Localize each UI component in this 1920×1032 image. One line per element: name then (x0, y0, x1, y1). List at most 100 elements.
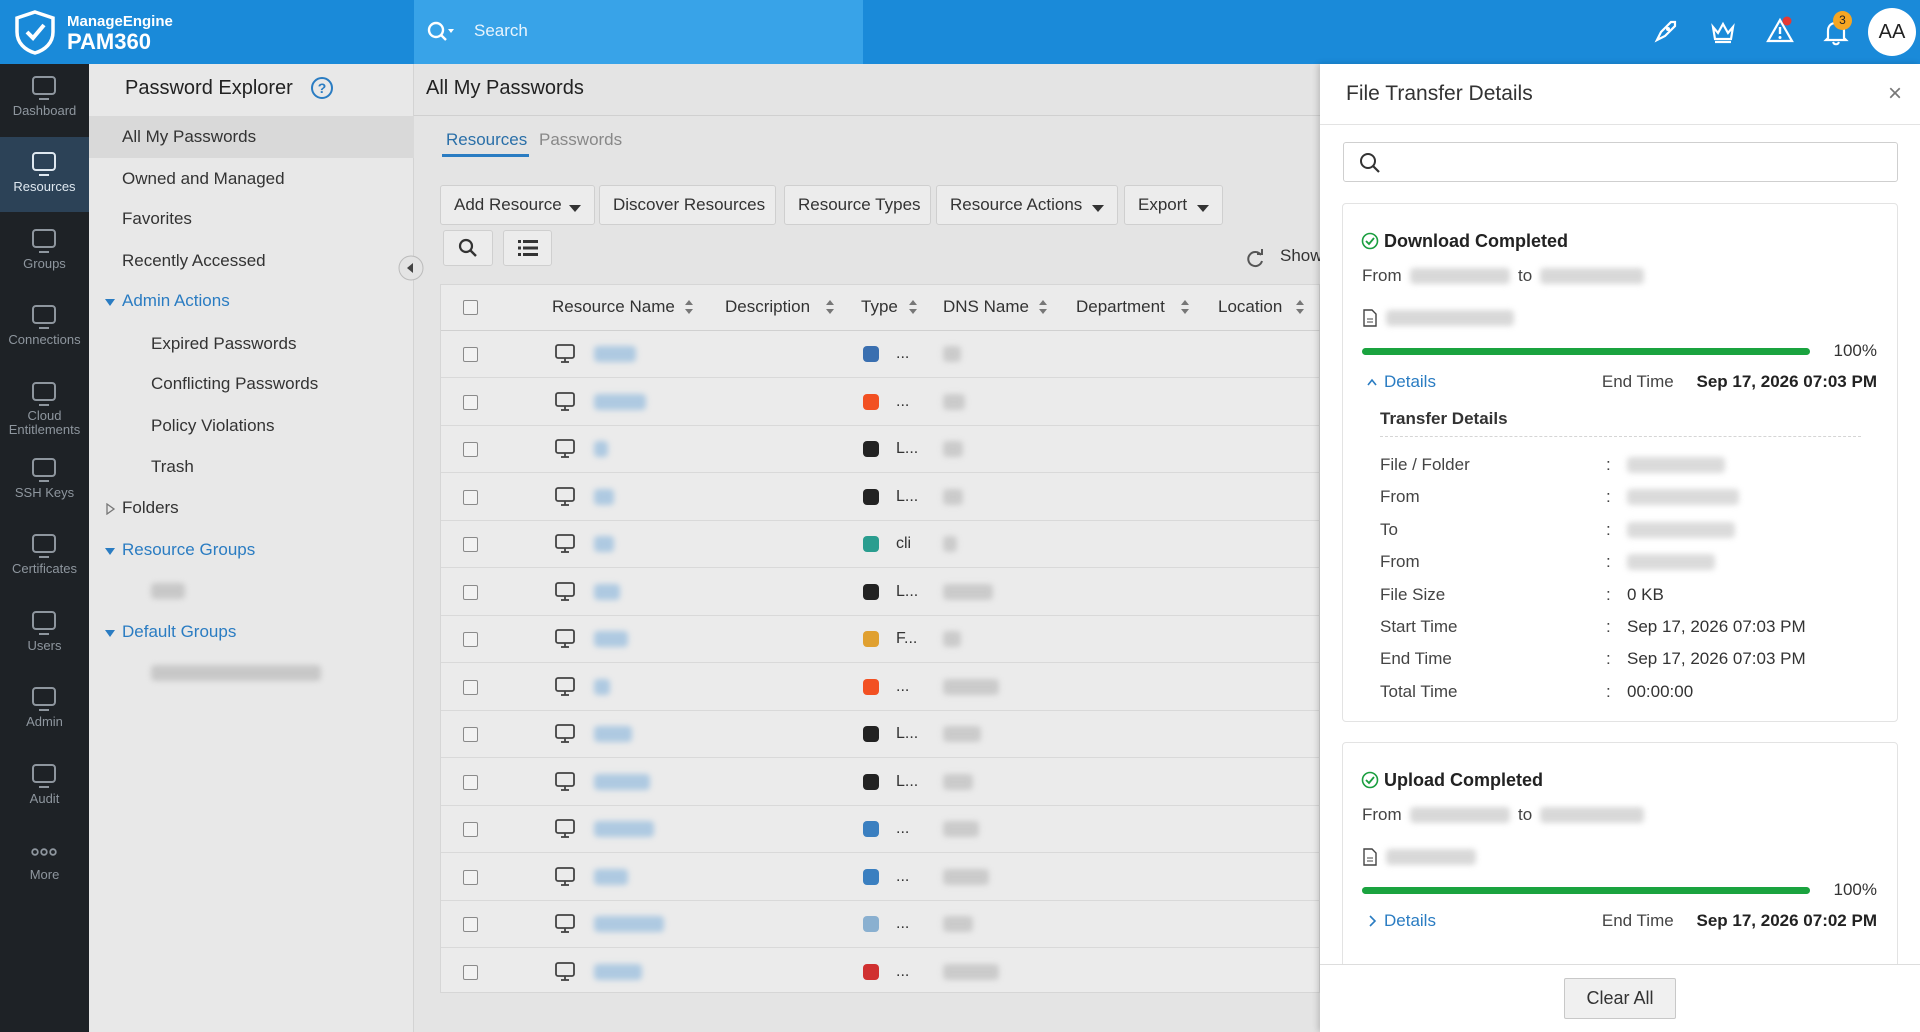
column-header[interactable]: DNS Name (943, 297, 1029, 316)
explorer-item[interactable]: Recently Accessed (122, 251, 266, 270)
column-header[interactable]: Location (1218, 297, 1283, 316)
nav-label[interactable]: Admin (26, 714, 63, 730)
checkbox[interactable] (463, 774, 478, 790)
icon-part (15, 10, 55, 55)
checkbox[interactable] (463, 537, 478, 552)
refresh-icon[interactable] (1245, 249, 1265, 269)
panel-search[interactable] (1343, 142, 1898, 182)
explorer-subitem[interactable]: Trash (151, 457, 194, 476)
tree-toggle[interactable] (104, 626, 116, 638)
nav-icon[interactable] (29, 379, 59, 409)
toolbar-label: Add Resource (454, 195, 562, 214)
sort-icon (825, 299, 835, 315)
nav-icon[interactable] (29, 761, 59, 791)
column-header[interactable]: Department (1076, 297, 1165, 316)
checkbox[interactable] (463, 727, 478, 742)
resource-type: F... (896, 630, 918, 647)
checkbox[interactable] (463, 632, 478, 647)
explorer-item[interactable]: Favorites (122, 209, 192, 228)
toolbar-button[interactable] (599, 185, 776, 225)
clear-all-button[interactable]: Clear All (1564, 978, 1676, 1019)
tree-group[interactable]: Resource Groups (122, 540, 256, 559)
details-chevron[interactable] (1366, 914, 1378, 928)
nav-icon[interactable] (29, 531, 59, 561)
nav-icon[interactable] (29, 226, 59, 256)
column-header[interactable]: Resource Name (552, 297, 675, 316)
icon-part (1367, 378, 1377, 386)
nav-label[interactable]: Audit (29, 790, 60, 806)
details-chevron[interactable] (1366, 375, 1378, 389)
explorer-item[interactable]: Owned and Managed (122, 169, 285, 188)
tree-group[interactable]: Default Groups (122, 622, 237, 641)
avatar[interactable]: AA (1868, 8, 1916, 56)
resource-icon (554, 961, 578, 983)
toolbar-button[interactable] (936, 185, 1118, 225)
checkbox[interactable] (463, 822, 478, 837)
nav-icon[interactable] (29, 684, 59, 714)
column-header[interactable]: Type (861, 297, 898, 316)
icon-part (555, 676, 575, 692)
nav-label[interactable]: Certificates (11, 561, 78, 577)
alert-icon[interactable] (1765, 16, 1795, 46)
checkbox[interactable] (463, 300, 478, 315)
tree-toggle[interactable] (104, 295, 116, 307)
explorer-subitem[interactable]: Policy Violations (151, 416, 275, 435)
close-button[interactable]: × (1887, 80, 1902, 107)
checkbox[interactable] (463, 917, 478, 932)
tree-group[interactable]: Admin Actions (122, 291, 230, 310)
icon-part (555, 724, 575, 743)
nav-icon[interactable] (29, 73, 59, 103)
nav-icon[interactable] (29, 302, 59, 332)
icon-part (1039, 309, 1047, 314)
icon-part (826, 309, 834, 314)
checkbox[interactable] (463, 679, 478, 695)
nav-icon[interactable] (29, 608, 59, 638)
nav-label[interactable]: SSH Keys (14, 485, 75, 500)
column-header[interactable]: Description (725, 297, 811, 316)
nav-label[interactable]: Users (27, 637, 62, 653)
checkbox[interactable] (463, 869, 478, 885)
nav-label[interactable]: Connections (8, 332, 81, 348)
nav-label[interactable]: Groups (23, 255, 66, 271)
help-icon[interactable]: ? (311, 77, 333, 99)
nav-label[interactable]: More (29, 867, 60, 882)
tab[interactable]: Passwords (539, 130, 623, 149)
checkbox[interactable] (463, 442, 478, 457)
nav-icon[interactable] (29, 837, 59, 867)
search-placeholder[interactable]: Search (474, 21, 528, 40)
nav-label[interactable]: Dashboard (12, 103, 77, 118)
checkbox[interactable] (463, 964, 478, 980)
explorer-subitem[interactable]: Conflicting Passwords (151, 374, 319, 393)
tree-toggle[interactable] (104, 544, 116, 556)
details-toggle[interactable]: Details (1384, 372, 1436, 391)
collapse-button[interactable] (398, 255, 424, 281)
success-icon (1361, 771, 1379, 789)
show-label[interactable]: Show (1280, 246, 1323, 265)
blurred-text (1410, 807, 1510, 823)
blurred-text (943, 773, 973, 790)
tab[interactable]: Resources (446, 130, 528, 149)
details-toggle[interactable]: Details (1384, 911, 1436, 930)
checkbox[interactable] (463, 489, 478, 505)
nav-icon[interactable] (29, 455, 59, 485)
search-area[interactable] (414, 0, 863, 64)
icon-part (32, 458, 56, 477)
tree-toggle[interactable] (104, 502, 116, 516)
resource-type: ... (896, 677, 910, 695)
search-button[interactable] (443, 230, 493, 266)
blurred-text (943, 678, 999, 695)
explorer-item[interactable]: All My Passwords (122, 127, 257, 146)
nav-label[interactable]: Resources (13, 179, 76, 195)
explorer-subitem[interactable]: Expired Passwords (151, 334, 297, 353)
tree-group[interactable]: Folders (122, 498, 179, 517)
checkbox[interactable] (463, 584, 478, 600)
crown-icon[interactable] (1709, 18, 1737, 46)
checkbox[interactable] (463, 394, 478, 410)
nav-icon[interactable] (29, 149, 59, 179)
icon-part (555, 961, 575, 977)
nav-label[interactable]: Cloud Entitlements (8, 407, 81, 437)
row-divider (441, 519, 1320, 521)
toolbar-button[interactable] (784, 185, 931, 225)
checkbox[interactable] (463, 347, 478, 362)
launch-icon[interactable] (1651, 18, 1679, 46)
